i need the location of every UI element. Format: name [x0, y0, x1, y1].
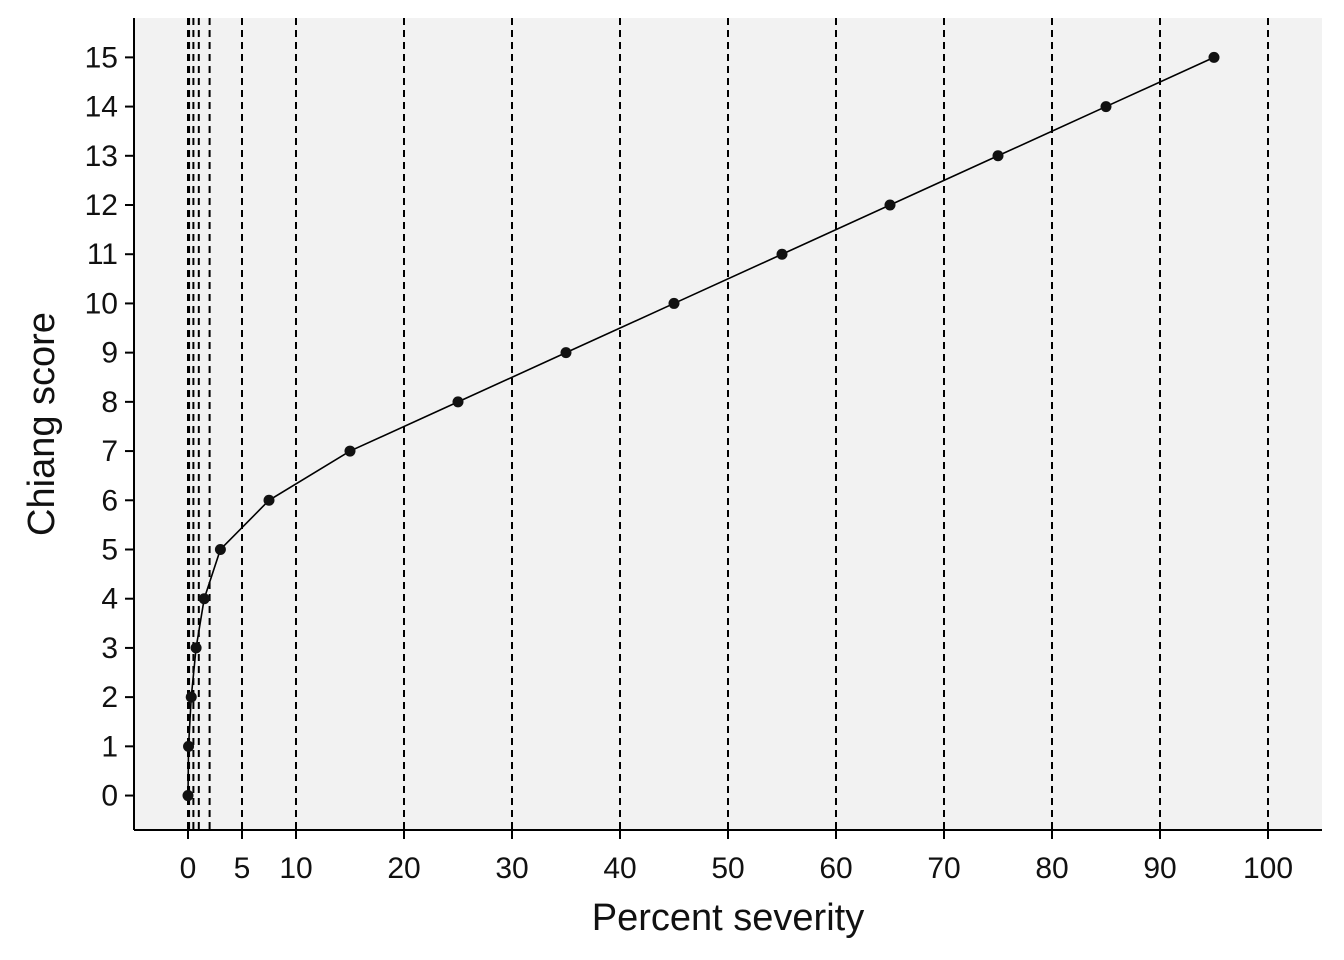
data-point — [263, 494, 275, 506]
x-tick-label: 0 — [180, 852, 197, 885]
x-tick-label: 40 — [603, 852, 636, 885]
y-axis-title: Chiang score — [21, 312, 63, 536]
data-point — [668, 297, 680, 309]
y-tick-label: 13 — [85, 140, 118, 173]
x-tick-label: 20 — [387, 852, 420, 885]
y-tick-label: 10 — [85, 287, 118, 320]
reference-lines — [187, 18, 1269, 830]
data-point — [344, 445, 356, 457]
y-tick-label: 14 — [85, 91, 118, 124]
data-point — [560, 347, 572, 359]
x-tick-label: 90 — [1143, 852, 1176, 885]
y-tick-label: 1 — [101, 730, 118, 763]
data-point — [776, 248, 788, 260]
y-tick-label: 12 — [85, 189, 118, 222]
y-tick-label: 8 — [101, 386, 118, 419]
y-tick-label: 11 — [87, 238, 118, 271]
data-point — [182, 790, 194, 802]
data-point — [1208, 51, 1220, 63]
data-point — [992, 150, 1004, 162]
data-point — [185, 691, 197, 703]
x-tick-label: 50 — [711, 852, 744, 885]
x-axis-title: Percent severity — [592, 897, 864, 939]
x-tick-label: 100 — [1243, 852, 1293, 885]
data-point — [198, 593, 210, 605]
x-tick-label: 60 — [819, 852, 852, 885]
y-tick-label: 7 — [101, 435, 118, 468]
x-ticks: 0 5 10 20 30 40 50 60 70 80 90 100 — [180, 830, 1293, 885]
y-tick-label: 4 — [101, 583, 118, 616]
y-tick-label: 15 — [85, 41, 118, 74]
data-point — [214, 543, 226, 555]
x-tick-label: 10 — [279, 852, 312, 885]
x-tick-label: 80 — [1035, 852, 1068, 885]
x-tick-label: 5 — [234, 852, 251, 885]
y-tick-label: 5 — [101, 533, 118, 566]
data-point — [1100, 101, 1112, 113]
data-point — [183, 740, 195, 752]
y-tick-label: 6 — [101, 484, 118, 517]
y-tick-label: 0 — [101, 780, 118, 813]
data-point — [190, 642, 202, 654]
series-layer — [182, 51, 1220, 802]
x-tick-label: 70 — [927, 852, 960, 885]
x-tick-label: 30 — [495, 852, 528, 885]
data-point — [884, 199, 896, 211]
y-tick-label: 9 — [101, 337, 118, 370]
y-tick-label: 3 — [101, 632, 118, 665]
y-tick-label: 2 — [101, 681, 118, 714]
series-line — [187, 56, 1215, 796]
data-point — [452, 396, 464, 408]
